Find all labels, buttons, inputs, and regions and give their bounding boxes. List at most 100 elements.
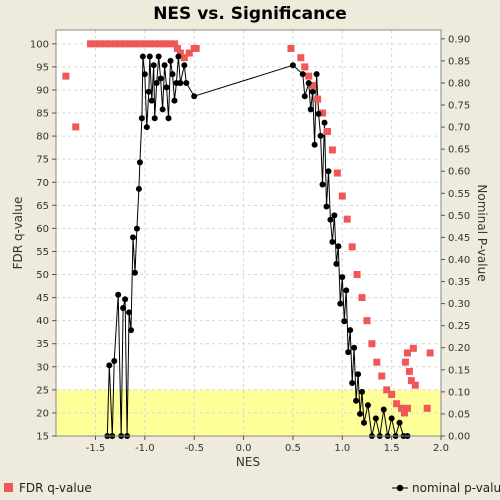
pvalue-point-51 — [319, 181, 326, 188]
pvalue-point-18 — [141, 71, 148, 78]
y-tick-label-2: 25 — [36, 385, 49, 396]
y-axis-label: FDR q-value — [11, 197, 25, 270]
y-tick-label-13: 80 — [36, 132, 49, 143]
y2-tick-label-17: 0.85 — [448, 56, 470, 67]
pvalue-point-32 — [167, 57, 174, 64]
fdr-point-12 — [136, 40, 144, 48]
fdr-point-46 — [388, 390, 396, 398]
fdr-point-41 — [363, 317, 371, 325]
y2-tick-label-11: 0.55 — [448, 189, 470, 200]
y-tick-label-9: 60 — [36, 224, 49, 235]
fdr-point-36 — [338, 192, 346, 200]
series-markers — [62, 40, 434, 439]
y-tick-label-14: 85 — [36, 109, 49, 120]
fdr-point-16 — [156, 40, 164, 48]
y2-tick-label-14: 0.70 — [448, 123, 470, 134]
fdr-point-15 — [151, 40, 159, 48]
y2-tick-label-15: 0.75 — [448, 101, 470, 112]
fdr-point-47 — [393, 400, 401, 408]
fdr-point-1 — [72, 123, 80, 131]
x-tick-label-6: 1.5 — [384, 443, 400, 454]
pvalue-point-42 — [299, 71, 306, 78]
fdr-point-20 — [173, 44, 181, 52]
y2-tick-label-0: 0.00 — [448, 432, 470, 443]
pvalue-point-73 — [364, 402, 371, 409]
fdr-point-43 — [373, 358, 381, 366]
pvalue-point-39 — [183, 79, 190, 86]
pvalue-point-11 — [130, 234, 136, 241]
y2-tick-label-9: 0.45 — [448, 233, 470, 244]
y2-tick-label-13: 0.65 — [448, 145, 470, 156]
fdr-point-32 — [319, 109, 327, 117]
x-tick-label-7: 2.0 — [433, 443, 449, 454]
pvalue-point-7 — [122, 296, 129, 303]
fdr-point-52 — [405, 367, 413, 375]
fdr-point-13 — [141, 40, 149, 48]
fdr-point-27 — [297, 54, 305, 62]
fdr-point-34 — [328, 146, 336, 154]
y2-tick-label-18: 0.90 — [448, 34, 470, 45]
pvalue-point-6 — [120, 305, 127, 312]
pvalue-point-47 — [311, 141, 318, 148]
x-tick-label-4: 0.5 — [285, 443, 301, 454]
series-line-1 — [106, 56, 408, 438]
pvalue-point-24 — [151, 115, 158, 122]
y-tick-label-4: 35 — [36, 339, 49, 350]
pvalue-point-34 — [171, 97, 178, 104]
pvalue-point-41 — [289, 62, 296, 69]
pvalue-point-44 — [305, 79, 312, 86]
pvalue-point-68 — [353, 397, 360, 404]
pvalue-point-59 — [335, 243, 342, 250]
x-tick-label-0: -1.5 — [86, 443, 106, 454]
y2-tick-label-5: 0.25 — [448, 321, 470, 332]
y-tick-label-3: 30 — [36, 362, 49, 373]
x-tick-label-2: -0.5 — [184, 443, 204, 454]
pvalue-point-16 — [138, 115, 145, 122]
fdr-point-26 — [287, 44, 295, 52]
fdr-point-33 — [323, 128, 331, 135]
fdr-point-49 — [400, 409, 408, 417]
fdr-point-0 — [62, 72, 70, 80]
x-tick-label-3: 0.0 — [236, 443, 252, 454]
pvalue-point-3 — [111, 357, 118, 364]
pvalue-point-50 — [317, 132, 324, 139]
y2-tick-label-2: 0.10 — [448, 387, 470, 398]
y-tick-label-16: 95 — [36, 62, 49, 73]
pvalue-point-4 — [115, 291, 122, 298]
fdr-point-19 — [170, 40, 178, 48]
fdr-point-11 — [131, 40, 139, 48]
legend-marker-pvalue — [396, 484, 404, 492]
pvalue-point-57 — [331, 212, 338, 219]
fdr-point-40 — [358, 294, 366, 302]
fdr-point-51 — [401, 358, 409, 366]
pvalue-point-66 — [349, 380, 356, 387]
fdr-point-14 — [146, 40, 154, 48]
fdr-point-5 — [101, 40, 109, 48]
pvalue-point-23 — [150, 62, 157, 69]
plot-border — [55, 29, 442, 437]
y-tick-label-12: 75 — [36, 155, 49, 166]
y-tick-label-6: 45 — [36, 293, 49, 304]
fdr-point-17 — [161, 40, 169, 48]
x-axis-ticks: -1.5 -1.0 -0.5 0.0 0.5 1.0 1.5 2.0 — [86, 436, 449, 454]
pvalue-point-49 — [315, 110, 322, 117]
fdr-point-57 — [426, 349, 434, 357]
pvalue-point-26 — [155, 53, 162, 60]
y2-axis-label: Nominal P-value — [475, 184, 489, 281]
pvalue-point-38 — [181, 62, 188, 69]
fdr-point-9 — [121, 40, 129, 48]
y2-tick-label-1: 0.05 — [448, 409, 470, 420]
fdr-point-37 — [343, 215, 351, 223]
pvalue-point-69 — [355, 371, 362, 378]
pvalue-point-1 — [106, 362, 113, 369]
fdr-point-3 — [91, 40, 99, 48]
y-tick-label-11: 70 — [36, 178, 49, 189]
y-tick-label-7: 50 — [36, 270, 49, 281]
y-axis-ticks: 15 20 25 30 35 40 45 50 55 60 65 70 75 80 85 90 95 100 — [30, 39, 56, 443]
pvalue-point-10 — [128, 327, 135, 334]
legend-label-pvalue: nominal p-value — [412, 481, 500, 495]
fdr-point-45 — [383, 386, 391, 394]
pvalue-point-56 — [329, 238, 336, 245]
fdr-point-39 — [353, 271, 361, 279]
